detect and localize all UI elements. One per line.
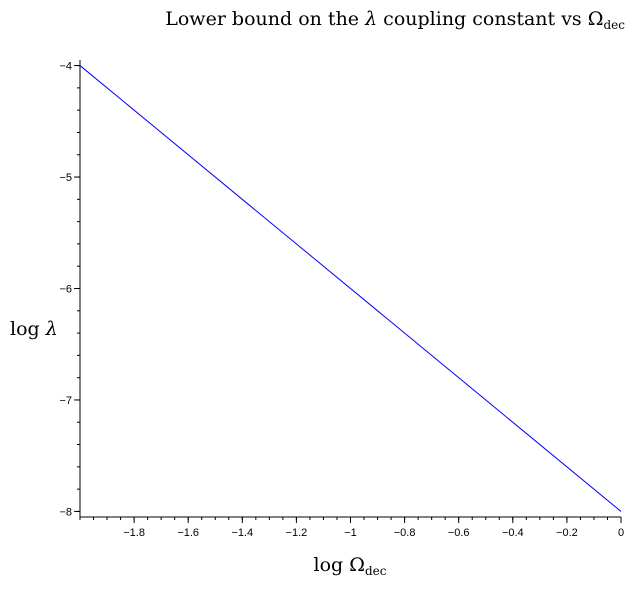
y-axis-label: log λ xyxy=(10,318,58,340)
x-tick-label: −1 xyxy=(344,527,357,539)
chart-title: Lower bound on the λ coupling constant v… xyxy=(0,8,633,32)
x-tick-label: 0 xyxy=(618,527,624,539)
x-tick-label: −0.6 xyxy=(448,527,470,539)
x-axis-label-prefix: log xyxy=(313,554,350,576)
x-tick-label: −0.4 xyxy=(502,527,524,539)
y-tick-label: −6 xyxy=(59,284,72,296)
x-tick-label: −0.2 xyxy=(556,527,578,539)
title-prefix: Lower bound on the xyxy=(165,8,366,30)
x-axis-label-omega: Ω xyxy=(349,554,365,576)
title-lambda: λ xyxy=(365,8,378,30)
x-tick-label: −1.2 xyxy=(286,527,308,539)
x-tick-label: −1.6 xyxy=(177,527,199,539)
y-tick-label: −5 xyxy=(59,172,72,184)
title-middle: coupling constant vs xyxy=(377,8,588,30)
title-omega: Ω xyxy=(587,8,604,30)
x-tick-label: −1.8 xyxy=(123,527,145,539)
y-tick-label: −4 xyxy=(59,61,72,73)
title-subscript: dec xyxy=(603,18,625,32)
y-tick-label: −8 xyxy=(59,506,72,518)
x-axis-label-subscript: dec xyxy=(364,564,387,578)
x-axis-label: log Ωdec xyxy=(0,554,633,578)
y-axis-label-lambda: λ xyxy=(45,318,58,340)
y-axis-label-prefix: log xyxy=(10,318,46,340)
series-line xyxy=(79,65,622,512)
y-tick-label: −7 xyxy=(59,395,72,407)
x-tick-label: −0.8 xyxy=(394,527,416,539)
x-tick-label: −1.4 xyxy=(231,527,253,539)
